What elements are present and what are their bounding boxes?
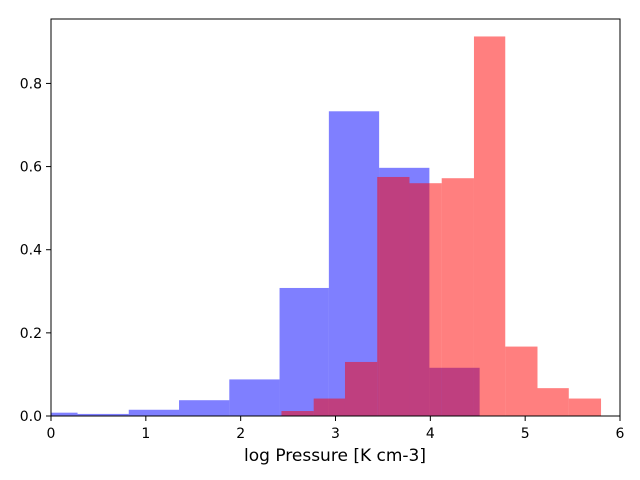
histogram-bar	[179, 400, 230, 416]
x-axis-label: log Pressure [K cm-3]	[244, 446, 426, 466]
x-tick-label: 1	[141, 426, 150, 442]
y-tick-label: 0.2	[20, 326, 42, 342]
histogram-bar	[473, 36, 506, 416]
histogram-bar	[77, 413, 129, 416]
y-tick-label: 0.6	[20, 160, 42, 176]
histogram-bar	[281, 411, 314, 416]
y-tick-label: 0.4	[20, 243, 42, 259]
x-tick-label: 5	[521, 426, 530, 442]
histogram-bar	[537, 388, 569, 416]
histogram-bar	[344, 361, 378, 416]
x-tick-label: 6	[616, 426, 625, 442]
x-tick-label: 4	[426, 426, 435, 442]
x-tick-label: 3	[331, 426, 340, 442]
histogram-bar	[409, 183, 442, 416]
x-tick-label: 0	[47, 426, 56, 442]
histogram-bar	[441, 178, 474, 416]
histogram-bar	[568, 398, 602, 416]
y-tick-label: 0.8	[20, 76, 42, 92]
bars-layer	[51, 36, 602, 416]
histogram-bar	[279, 287, 329, 416]
histogram-bar	[128, 409, 180, 416]
histogram-bar	[51, 412, 78, 416]
histogram-bar	[505, 346, 538, 416]
histogram-bar	[377, 176, 410, 416]
axes-layer: 0 1 2 3 4 5 6 0.0 0.2 0.4 0.6 0.8	[20, 18, 625, 442]
histogram-bar	[313, 398, 345, 416]
x-tick-label: 2	[236, 426, 245, 442]
y-tick-label: 0.0	[20, 409, 42, 425]
histogram-bar	[229, 379, 280, 416]
